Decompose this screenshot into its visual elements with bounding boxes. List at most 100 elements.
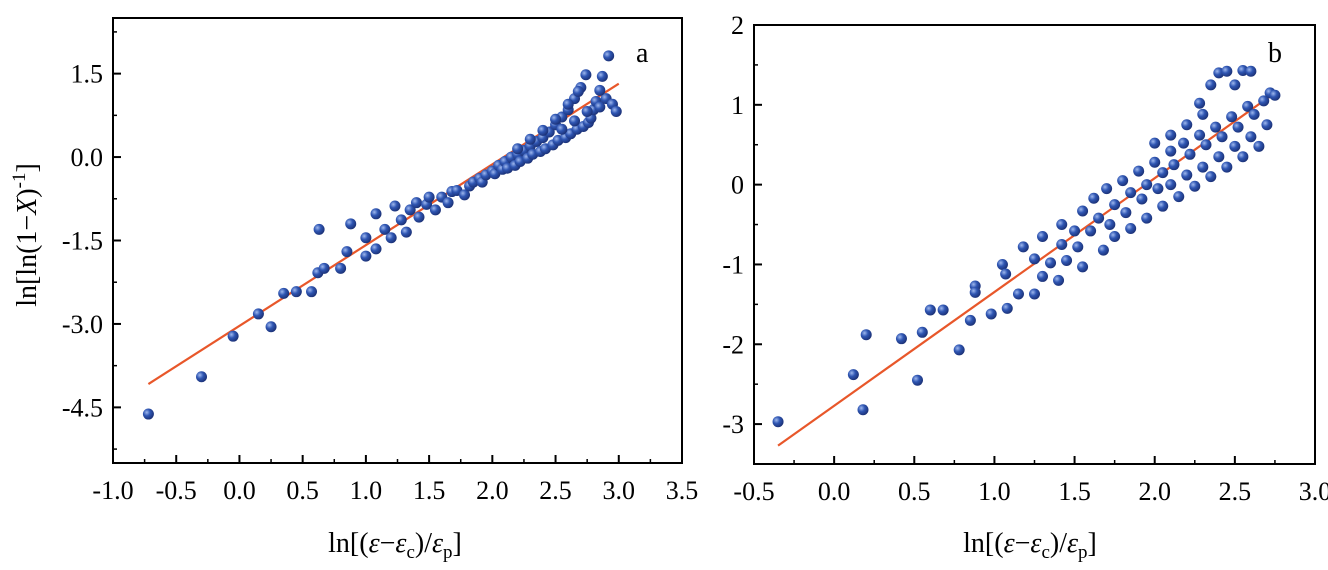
plot-frame-b <box>753 24 1316 465</box>
data-point <box>512 143 524 155</box>
y-tick-label: -1.5 <box>62 227 103 256</box>
data-point <box>1157 200 1169 212</box>
data-point <box>404 204 416 216</box>
data-point <box>1245 65 1257 77</box>
y-tick-label: 1 <box>731 91 744 120</box>
data-point <box>1012 288 1024 300</box>
data-point <box>772 416 784 428</box>
y-tick-label: -1 <box>722 250 744 279</box>
x-tick-label: 2.0 <box>1138 477 1171 506</box>
x-tick-label: 0.5 <box>286 476 319 505</box>
y-tick-label: 2 <box>731 11 744 40</box>
data-point <box>580 69 592 81</box>
data-point <box>379 223 391 235</box>
data-point <box>1165 179 1177 191</box>
data-point <box>335 262 347 274</box>
y-tick-label: -3.0 <box>62 310 103 339</box>
data-point <box>1097 244 1109 256</box>
data-point <box>1216 131 1228 143</box>
data-point <box>1000 268 1012 280</box>
data-point <box>610 105 622 117</box>
data-point <box>911 374 923 386</box>
data-point <box>429 204 441 216</box>
x-tick-label: 3.0 <box>1299 477 1328 506</box>
data-point <box>1181 119 1193 131</box>
data-point <box>1029 288 1040 300</box>
data-point <box>562 98 574 110</box>
data-point <box>1248 108 1260 120</box>
y-tick-label: 1.5 <box>71 60 104 89</box>
x-axis-title-b: ln[(ε−εc)/εp] <box>963 528 1097 563</box>
data-point <box>1213 151 1225 163</box>
x-tick-label: 1.0 <box>978 477 1011 506</box>
data-point <box>1053 274 1065 286</box>
data-point <box>1109 199 1121 211</box>
x-tick-label: 2.0 <box>476 476 509 505</box>
data-point <box>252 308 264 320</box>
data-point <box>937 304 949 316</box>
data-point <box>1029 253 1040 265</box>
y-tick-label: -2 <box>722 330 744 359</box>
data-point <box>1229 140 1241 152</box>
data-point <box>596 70 608 82</box>
data-point <box>341 246 353 258</box>
data-point <box>1165 145 1177 157</box>
data-point <box>389 200 401 212</box>
data-point <box>1149 137 1161 149</box>
data-point <box>916 326 928 338</box>
data-point <box>1088 192 1100 204</box>
data-point <box>400 226 412 238</box>
data-point <box>142 408 154 420</box>
data-point <box>537 124 549 136</box>
y-ticks-a: 1.5 0.0 -1.5 -3.0 -4.5 <box>62 31 121 450</box>
data-point <box>594 101 606 113</box>
data-point <box>1258 95 1270 107</box>
data-point <box>594 84 606 96</box>
x-tick-label: 3.0 <box>603 476 636 505</box>
data-point <box>1125 187 1137 199</box>
chart-panel-b: -0.5 0.0 0.5 1.0 1.5 2.0 2.5 3.0 2 1 0 -1 -2 -3 b ln… <box>722 11 1328 563</box>
data-point <box>996 258 1008 270</box>
data-point <box>1077 261 1089 273</box>
y-tick-label: -4.5 <box>62 393 103 422</box>
data-point <box>360 250 372 262</box>
data-point <box>1056 239 1068 250</box>
x-axis-title-a: ln[(ε−εc)/εp] <box>328 528 462 563</box>
data-point <box>1237 64 1249 76</box>
y-tick-label: 0 <box>731 171 744 200</box>
data-point <box>1141 212 1153 224</box>
data-point <box>1194 129 1206 141</box>
data-point <box>1069 225 1081 237</box>
data-point <box>1168 159 1180 171</box>
data-point <box>1181 169 1193 181</box>
data-point <box>410 197 422 209</box>
data-point <box>847 369 859 381</box>
data-point <box>1194 97 1206 109</box>
panel-label-a: a <box>636 38 649 69</box>
data-point <box>1061 254 1073 266</box>
y-tick-label: -3 <box>722 410 744 439</box>
data-point <box>1017 241 1029 253</box>
x-ticks-b: -0.5 0.0 0.5 1.0 1.5 2.0 2.5 3.0 <box>733 456 1328 506</box>
x-tick-label: 1.0 <box>350 476 383 505</box>
data-point <box>1136 193 1148 205</box>
data-point <box>1221 65 1233 77</box>
data-point <box>1125 223 1137 235</box>
data-point <box>1001 302 1013 314</box>
data-point <box>1152 183 1164 195</box>
data-point <box>385 232 397 244</box>
data-point <box>1109 231 1121 243</box>
data-point <box>313 223 325 235</box>
data-point <box>603 50 615 62</box>
x-tick-label: 2.5 <box>1219 477 1252 506</box>
data-point <box>459 189 471 201</box>
data-point <box>985 308 997 320</box>
data-point <box>360 232 372 244</box>
data-point <box>1189 180 1201 192</box>
data-point <box>318 262 330 274</box>
data-point <box>1133 165 1145 177</box>
data-point <box>969 286 981 298</box>
data-point <box>227 330 239 342</box>
data-point <box>1173 191 1185 203</box>
